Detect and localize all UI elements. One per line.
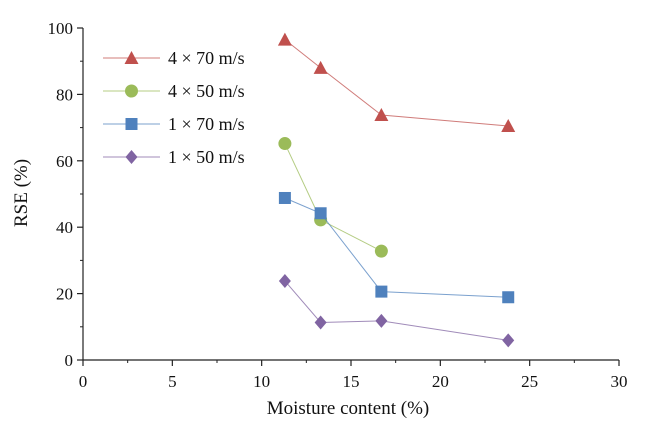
series-layer: [277, 32, 516, 348]
y-axis-label: RSE (%): [11, 159, 32, 227]
data-point: [314, 315, 327, 330]
axes: 0 20 40 60 80 100 0 5 10 15 20 25 30: [48, 19, 628, 391]
x-tick-label: 20: [432, 372, 449, 391]
data-point: [375, 313, 388, 328]
y-tick-label: 80: [56, 85, 73, 104]
legend-label: 4 × 50 m/s: [168, 81, 245, 101]
data-point: [313, 60, 328, 74]
legend-label: 1 × 70 m/s: [168, 114, 245, 134]
data-point: [502, 333, 515, 348]
series-line: [284, 197, 509, 298]
legend-label: 4 × 70 m/s: [168, 48, 245, 68]
y-tick-label: 0: [65, 351, 74, 370]
legend-marker: [124, 51, 139, 64]
data-point: [314, 207, 327, 220]
series-2: [278, 137, 388, 258]
legend-item: 1 × 50 m/s: [103, 147, 245, 167]
series-1: [277, 32, 516, 132]
legend-item: 4 × 50 m/s: [103, 81, 245, 101]
x-tick-label: 30: [611, 372, 628, 391]
y-tick-label: 20: [56, 285, 73, 304]
y-tick-label: 60: [56, 152, 73, 171]
data-point: [502, 291, 515, 304]
data-point: [374, 244, 388, 258]
data-point: [374, 107, 389, 121]
x-axis-label: Moisture content (%): [267, 398, 430, 419]
series-line: [284, 39, 509, 127]
legend-item: 4 × 70 m/s: [103, 48, 245, 68]
series-3: [278, 191, 515, 304]
data-point: [278, 137, 292, 151]
legend: 4 × 70 m/s 4 × 50 m/s 1 × 70 m/s 1 × 50 m/s: [103, 48, 245, 167]
legend-item: 1 × 70 m/s: [103, 114, 245, 134]
x-tick-label: 25: [521, 372, 538, 391]
legend-marker: [125, 84, 138, 98]
data-point: [375, 285, 388, 298]
series-line: [284, 280, 509, 341]
x-tick-label: 5: [168, 372, 177, 391]
x-tick-label: 15: [343, 372, 360, 391]
legend-label: 1 × 50 m/s: [168, 147, 245, 167]
x-tick-label: 10: [253, 372, 270, 391]
legend-marker: [125, 150, 138, 164]
y-tick-label: 40: [56, 218, 73, 237]
series-line: [284, 143, 382, 252]
data-point: [501, 118, 516, 132]
series-4: [278, 273, 515, 348]
x-tick-label: 0: [79, 372, 88, 391]
y-tick-label: 100: [48, 19, 74, 38]
data-point: [277, 32, 292, 46]
data-point: [278, 273, 291, 288]
legend-marker: [125, 118, 138, 130]
data-point: [278, 191, 291, 204]
